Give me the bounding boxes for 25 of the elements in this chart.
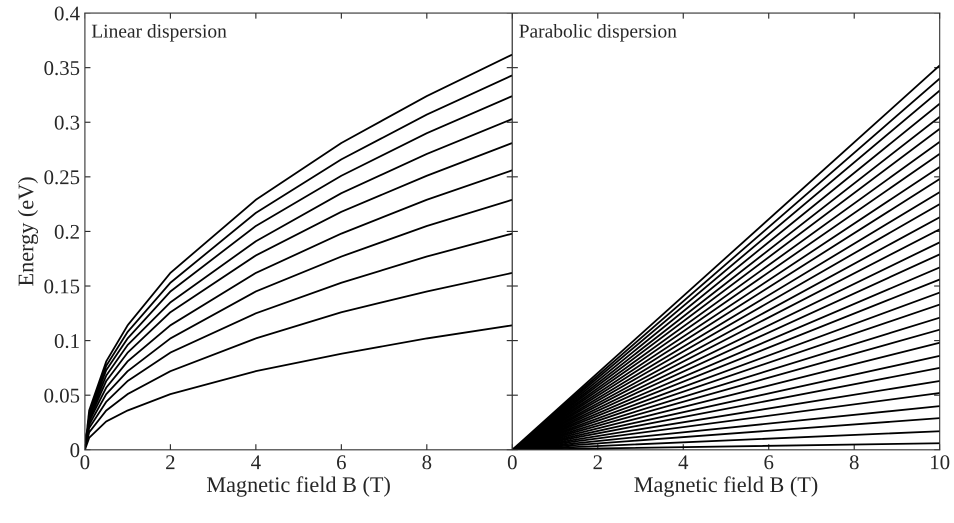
- x-tick-label: 8: [850, 455, 859, 470]
- x-tick-label: 6: [337, 455, 346, 470]
- x-tick-label: 0: [80, 455, 90, 470]
- x-tick-label: 4: [251, 455, 261, 470]
- x-tick-label: 2: [593, 455, 602, 470]
- x-axis-title: Magnetic field B (T): [206, 476, 390, 497]
- x-tick-label: 2: [166, 455, 174, 470]
- y-tick-label: 0.3: [54, 116, 80, 130]
- y-tick-label: 0.1: [54, 334, 79, 348]
- y-axis-title: Energy (eV): [18, 177, 38, 286]
- y-tick-label: 0.25: [44, 170, 80, 184]
- y-tick-label: 0: [70, 443, 80, 458]
- y-tick-label: 0.35: [44, 61, 80, 76]
- x-axis-title: Magnetic field B (T): [634, 476, 818, 497]
- y-tick-label: 0.2: [54, 224, 79, 239]
- x-tick-label: 10: [931, 455, 950, 470]
- x-tick-label: 6: [764, 455, 774, 470]
- x-tick-label: 8: [422, 455, 432, 470]
- y-tick-label: 0.4: [54, 6, 80, 21]
- text: Linear dispersion: [92, 24, 227, 42]
- y-tick-label: 0.15: [44, 279, 80, 294]
- x-tick-label: 0: [508, 455, 517, 470]
- text: Parabolic dispersion: [519, 24, 677, 42]
- x-tick-label: 4: [678, 455, 688, 470]
- y-tick-label: 0.05: [44, 388, 80, 403]
